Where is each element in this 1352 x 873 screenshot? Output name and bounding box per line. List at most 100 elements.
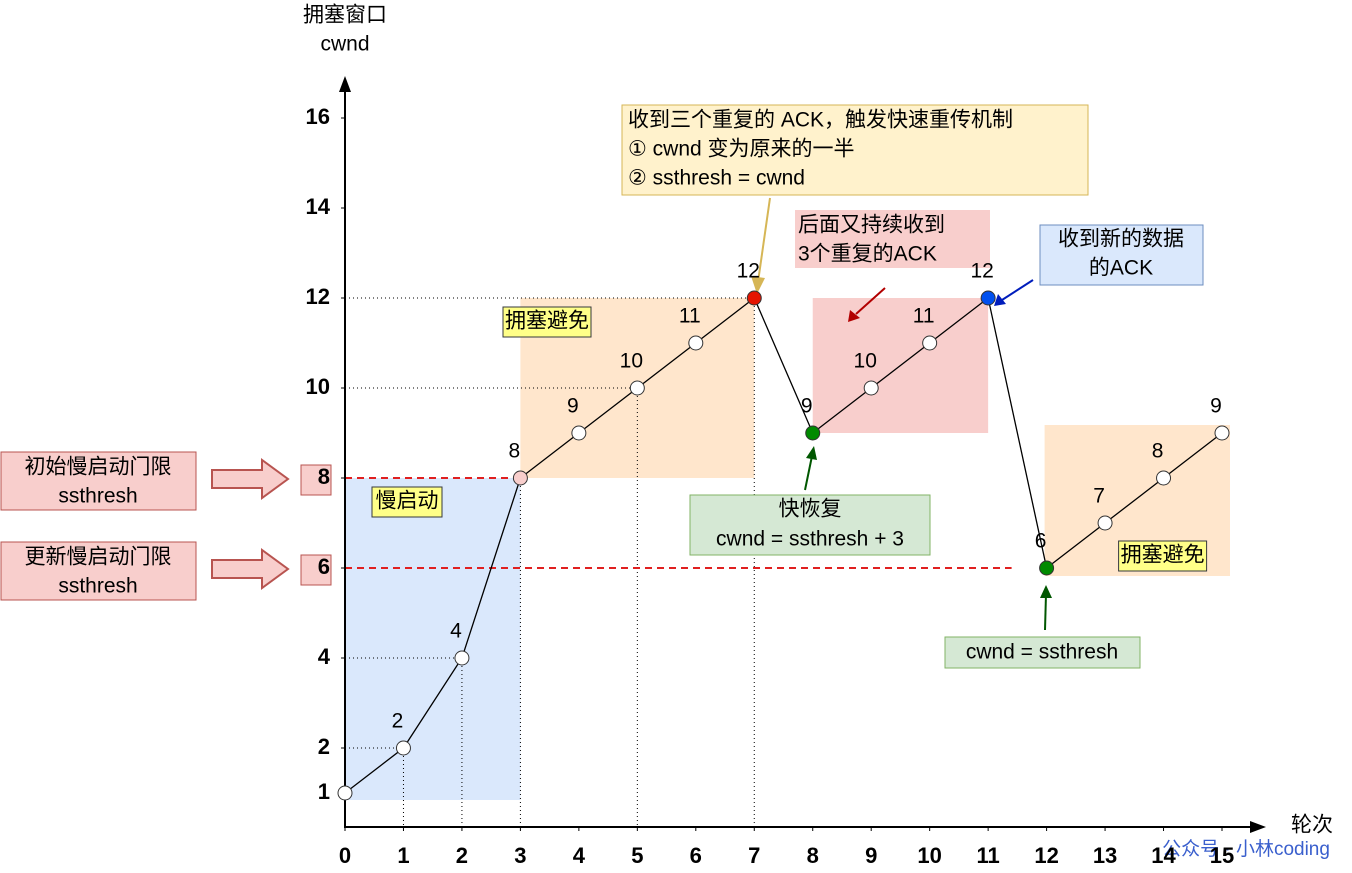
threshold-box [0, 451, 197, 511]
data-label: 11 [679, 305, 701, 328]
x-tick-label: 3 [514, 843, 526, 868]
point [863, 380, 879, 396]
data-label: 9 [567, 395, 579, 418]
point [688, 335, 704, 351]
y-tick-label: 12 [306, 284, 330, 309]
data-label: 7 [1093, 485, 1105, 508]
x-tick-label: 4 [573, 843, 586, 868]
phase-label: 慢启动 [376, 490, 439, 513]
x-tick-label: 8 [807, 843, 819, 868]
arrow [855, 287, 886, 315]
point [512, 470, 528, 486]
callout [1039, 224, 1204, 286]
note: 更新慢启动门限 [25, 546, 172, 569]
arrow [848, 310, 860, 322]
y-tick-label: 8 [318, 464, 330, 489]
note: cwnd = ssthresh + 3 [716, 528, 904, 551]
phase-label-box [371, 486, 443, 518]
x-tick-label: 14 [1151, 843, 1176, 868]
point [454, 650, 470, 666]
point [1097, 515, 1113, 531]
data-label: 12 [737, 260, 760, 283]
x-tick-label: 10 [917, 843, 941, 868]
phase-label: 拥塞避免 [1121, 544, 1205, 567]
callout [795, 210, 990, 268]
arrow [994, 294, 1006, 306]
data-label: 9 [801, 395, 813, 418]
point [980, 290, 996, 306]
note: cwnd = ssthresh [966, 641, 1118, 664]
data-label: 9 [1210, 395, 1222, 418]
tick-highlight [300, 554, 332, 586]
x-tick-label: 1 [397, 843, 409, 868]
note: ssthresh [58, 575, 137, 598]
arrow [806, 446, 817, 460]
y-tick-label: 16 [306, 104, 330, 129]
note: 收到新的数据 [1058, 228, 1184, 251]
phase-label: 拥塞避免 [505, 310, 589, 333]
x-tick-label: 2 [456, 843, 468, 868]
arrow [1040, 585, 1052, 598]
data-label: 6 [1035, 530, 1047, 553]
callout [944, 636, 1141, 669]
data-label: 4 [450, 620, 462, 643]
x-tick-label: 0 [339, 843, 351, 868]
y-tick-label: 14 [306, 194, 331, 219]
arrow [804, 455, 813, 491]
y-tick-label: 10 [306, 374, 330, 399]
note: 3个重复的ACK [798, 243, 937, 266]
phase-label-box [502, 306, 592, 338]
note: 快恢复 [779, 498, 842, 521]
axis-label: 拥塞窗口 [303, 4, 387, 27]
data-label: 2 [392, 710, 404, 733]
y-tick-label: 1 [318, 779, 330, 804]
arrow [211, 458, 290, 500]
x-tick-label: 9 [865, 843, 877, 868]
note: ② ssthresh = cwnd [628, 167, 805, 190]
data-label: 8 [509, 440, 521, 463]
callout [689, 494, 931, 556]
y-tick-label: 6 [318, 554, 330, 579]
point [1214, 425, 1230, 441]
point [1156, 470, 1172, 486]
threshold-box [0, 541, 197, 601]
tick-highlight [300, 464, 332, 496]
note: 的ACK [1089, 257, 1153, 280]
arrow [1044, 593, 1047, 631]
note: 初始慢启动门限 [25, 456, 172, 479]
x-tick-label: 7 [748, 843, 760, 868]
note: ① cwnd 变为原来的一半 [628, 138, 855, 161]
axis-label: 轮次 [1291, 814, 1333, 837]
phase-region [345, 478, 521, 800]
data-label: 12 [970, 260, 993, 283]
point [805, 425, 821, 441]
arrow [1250, 821, 1266, 833]
watermark: 公众号 · 小林coding [1162, 838, 1330, 860]
point [1039, 560, 1055, 576]
x-tick-label: 11 [977, 843, 1000, 868]
point [629, 380, 645, 396]
point [922, 335, 938, 351]
note: ssthresh [58, 485, 137, 508]
point [395, 740, 411, 756]
phase-label-box [1118, 540, 1208, 572]
arrow [1001, 279, 1034, 301]
data-label: 10 [854, 350, 877, 373]
y-tick-label: 4 [318, 644, 331, 669]
arrow [757, 197, 771, 283]
arrow [751, 276, 765, 294]
data-label: 8 [1152, 440, 1164, 463]
note: 收到三个重复的 ACK，触发快速重传机制 [628, 109, 1013, 132]
note: 后面又持续收到 [798, 214, 945, 237]
line [344, 296, 1223, 794]
data-label: 10 [620, 350, 643, 373]
x-tick-label: 13 [1093, 843, 1117, 868]
x-tick-label: 12 [1034, 843, 1058, 868]
arrow [211, 548, 290, 590]
callout [621, 104, 1089, 196]
point [571, 425, 587, 441]
axis-label: cwnd [320, 33, 369, 56]
point [746, 290, 762, 306]
x-tick-label: 5 [631, 843, 643, 868]
